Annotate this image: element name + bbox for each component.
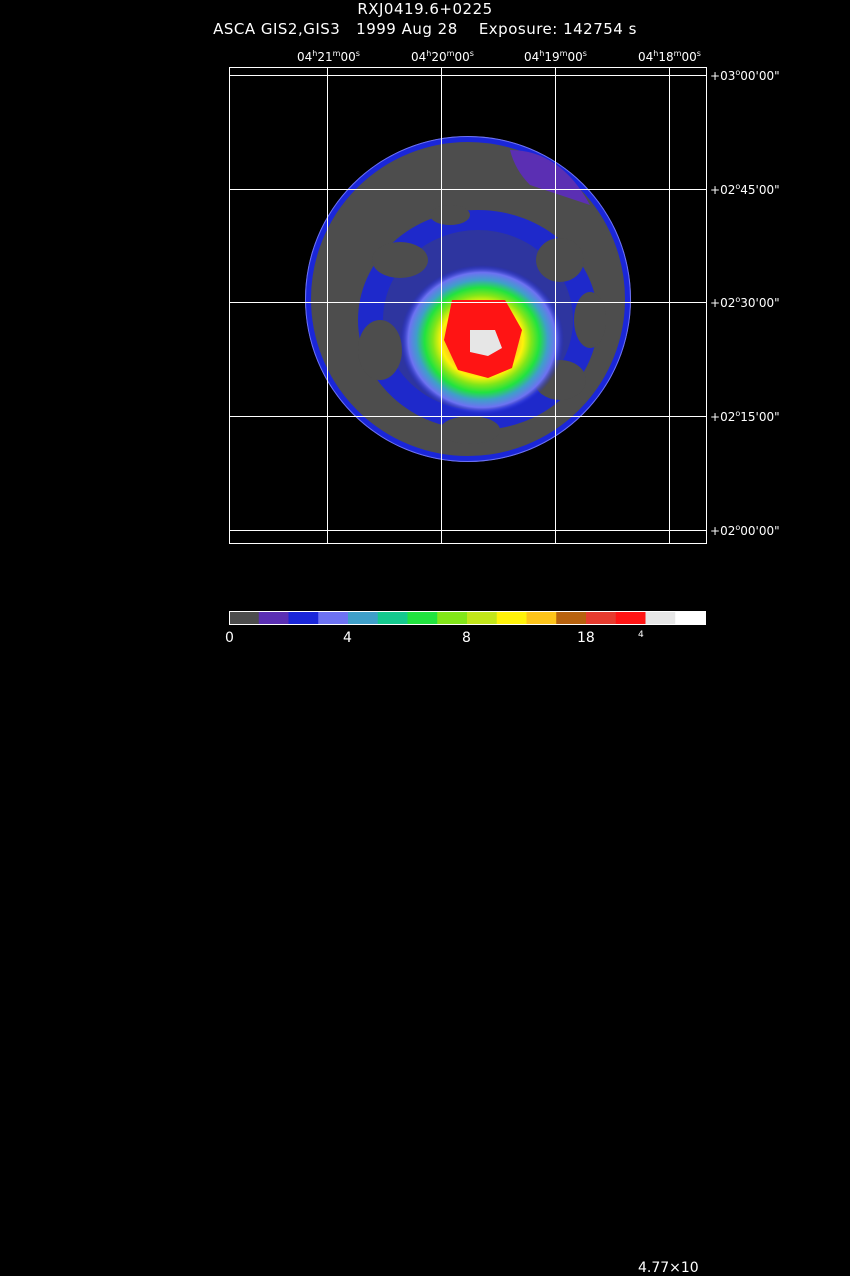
object-title: RXJ0419.6+0225 <box>357 0 493 18</box>
cbar-label: 18 <box>577 630 595 646</box>
color-bar-frame <box>229 611 706 625</box>
ra-tick-label: 04h19m00s <box>524 49 587 64</box>
dec-tick-label: +02o45'00" <box>710 182 780 197</box>
date-label: 1999 Aug 28 <box>356 20 458 38</box>
dec-tick-label: +02o00'00" <box>710 523 780 538</box>
exposure-label: Exposure: 142754 s <box>478 20 637 38</box>
ra-tick-label: 04h20m00s <box>411 49 474 64</box>
ra-tick-label: 04h21m00s <box>297 49 360 64</box>
dec-tick-label: +02o30'00" <box>710 295 780 310</box>
color-bar-swatch <box>437 611 468 624</box>
color-bar-swatch <box>496 611 527 624</box>
color-bar-swatch <box>586 611 617 624</box>
dec-tick-label: +02o15'00" <box>710 409 780 424</box>
cbar-max-label: 4.77×10 4 <box>638 630 699 1276</box>
color-bar <box>229 611 706 624</box>
dec-tick-label: +03o00'00" <box>710 68 780 83</box>
color-bar-swatch <box>258 611 289 624</box>
color-bar-swatch <box>467 611 498 624</box>
color-bar-swatch <box>377 611 408 624</box>
coordinate-grid <box>229 67 706 543</box>
color-bar-swatch <box>556 611 587 624</box>
ra-tick-label: 04h18m00s <box>638 49 701 64</box>
color-bar-swatch <box>348 611 379 624</box>
cbar-label: 4 <box>343 630 352 646</box>
xray-image-plot <box>229 67 707 625</box>
color-bar-swatch <box>318 611 349 624</box>
plot-frame <box>229 67 707 544</box>
instrument-label: ASCA GIS2,GIS3 <box>213 20 341 38</box>
color-bar-swatch <box>645 611 676 624</box>
color-bar-swatch <box>526 611 557 624</box>
cbar-label: 0 <box>225 630 234 646</box>
color-bar-swatch <box>675 611 706 624</box>
observation-info: ASCA GIS2,GIS3 1999 Aug 28 Exposure: 142… <box>0 20 850 38</box>
color-bar-swatch <box>229 611 260 624</box>
color-bar-swatch <box>407 611 438 624</box>
background-patches <box>358 205 606 444</box>
color-bar-swatch <box>615 611 646 624</box>
cbar-label: 8 <box>462 630 471 646</box>
bright-source <box>400 265 564 415</box>
color-bar-swatch <box>288 611 319 624</box>
